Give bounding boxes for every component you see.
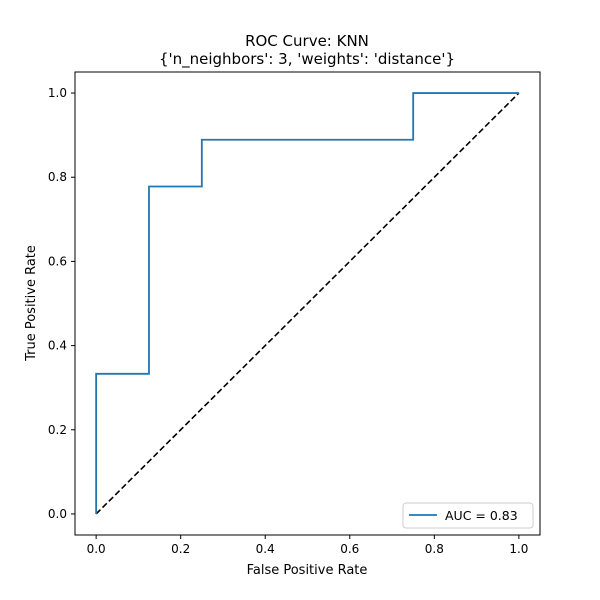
x-tick-label: 0.6 [340, 542, 359, 556]
x-tick-label: 1.0 [509, 542, 528, 556]
roc-curve-line [95, 92, 519, 514]
x-axis-label: False Positive Rate [247, 563, 368, 578]
y-tick-label: 0.8 [48, 170, 67, 184]
y-axis-ticks: 0.0 0.2 0.4 0.6 0.8 1.0 [48, 86, 75, 521]
x-tick-label: 0.8 [425, 542, 444, 556]
legend: AUC = 0.83 [402, 502, 534, 529]
legend-box [402, 502, 534, 529]
legend-label: AUC = 0.83 [445, 508, 518, 523]
y-tick-label: 0.2 [48, 423, 67, 437]
y-axis-label: True Positive Rate [24, 245, 39, 362]
diagonal-layer [95, 92, 520, 515]
chart-subtitle: {'n_neighbors': 3, 'weights': 'distance'… [159, 50, 455, 69]
y-tick-label: 0.4 [48, 339, 67, 353]
y-tick-label: 1.0 [48, 86, 67, 100]
series-layer [95, 92, 519, 514]
diagonal-reference-line [95, 92, 520, 515]
chart-title: ROC Curve: KNN [245, 32, 369, 50]
x-tick-label: 0.0 [87, 542, 106, 556]
y-tick-label: 0.0 [48, 507, 67, 521]
x-tick-label: 0.2 [171, 542, 190, 556]
y-tick-label: 0.6 [48, 254, 67, 268]
x-axis-ticks: 0.0 0.2 0.4 0.6 0.8 1.0 [87, 535, 528, 556]
x-tick-label: 0.4 [256, 542, 275, 556]
plot-frame [74, 71, 541, 536]
